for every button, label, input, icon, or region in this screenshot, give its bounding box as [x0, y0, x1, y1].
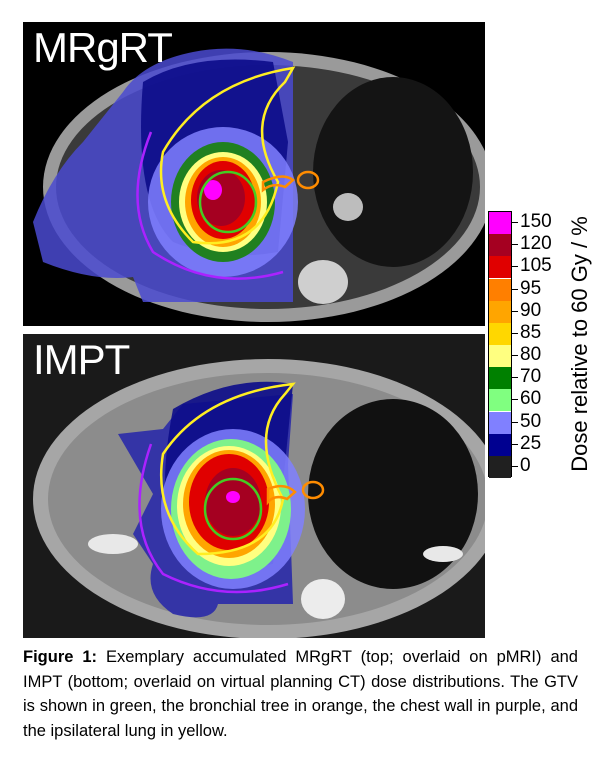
colorbar-segment-95 [489, 278, 511, 301]
colorbar-tick-label: 90 [520, 299, 542, 321]
colorbar-segment-85 [489, 322, 511, 345]
colorbar-segment-50 [489, 411, 511, 434]
mrgrt-panel-label: MRgRT [33, 24, 173, 71]
impt-dose-image [23, 334, 485, 638]
colorbar-segment-70 [489, 367, 511, 390]
figure-caption-text: Exemplary accumulated MRgRT (top; overla… [23, 648, 578, 740]
figure-caption-label: Figure 1: [23, 648, 98, 666]
colorbar-tick [512, 332, 518, 334]
colorbar-tick-label: 25 [520, 432, 542, 454]
colorbar-tick-label: 85 [520, 321, 542, 343]
colorbar-tick [512, 377, 518, 379]
colorbar-segment-150 [489, 212, 511, 235]
figure-caption: Figure 1: Exemplary accumulated MRgRT (t… [23, 645, 578, 743]
colorbar-tick-label: 105 [520, 255, 552, 277]
colorbar-tick [512, 244, 518, 246]
colorbar-tick [512, 310, 518, 312]
colorbar-segment-25 [489, 433, 511, 456]
colorbar-tick-label: 150 [520, 211, 552, 233]
colorbar-segment-90 [489, 300, 511, 323]
colorbar-tick [512, 288, 518, 290]
mrgrt-dose-panel: MRgRT [23, 22, 485, 326]
dose-colorbar-title: Dose relative to 60 Gy / % [567, 216, 592, 472]
colorbar-tick [512, 266, 518, 268]
colorbar-tick [512, 443, 518, 445]
colorbar-segment-80 [489, 345, 511, 368]
colorbar-segment-0 [489, 455, 511, 478]
colorbar-tick-label: 60 [520, 388, 542, 410]
colorbar-tick [512, 222, 518, 224]
colorbar-tick-label: 0 [520, 454, 531, 476]
colorbar-tick [512, 421, 518, 423]
colorbar-segment-60 [489, 389, 511, 412]
colorbar-tick-label: 120 [520, 233, 552, 255]
colorbar-tick [512, 355, 518, 357]
colorbar-tick [512, 465, 518, 467]
mrgrt-dose-image [33, 48, 485, 322]
colorbar-tick-label: 50 [520, 410, 542, 432]
impt-dose-panel: IMPT [23, 334, 485, 638]
colorbar-tick-label: 80 [520, 344, 542, 366]
dose-colorbar [488, 211, 512, 478]
colorbar-tick-label: 95 [520, 277, 542, 299]
colorbar-segment-105 [489, 256, 511, 279]
colorbar-tick-label: 70 [520, 366, 542, 388]
impt-panel-label: IMPT [33, 336, 130, 383]
colorbar-tick [512, 399, 518, 401]
colorbar-segment-120 [489, 234, 511, 257]
